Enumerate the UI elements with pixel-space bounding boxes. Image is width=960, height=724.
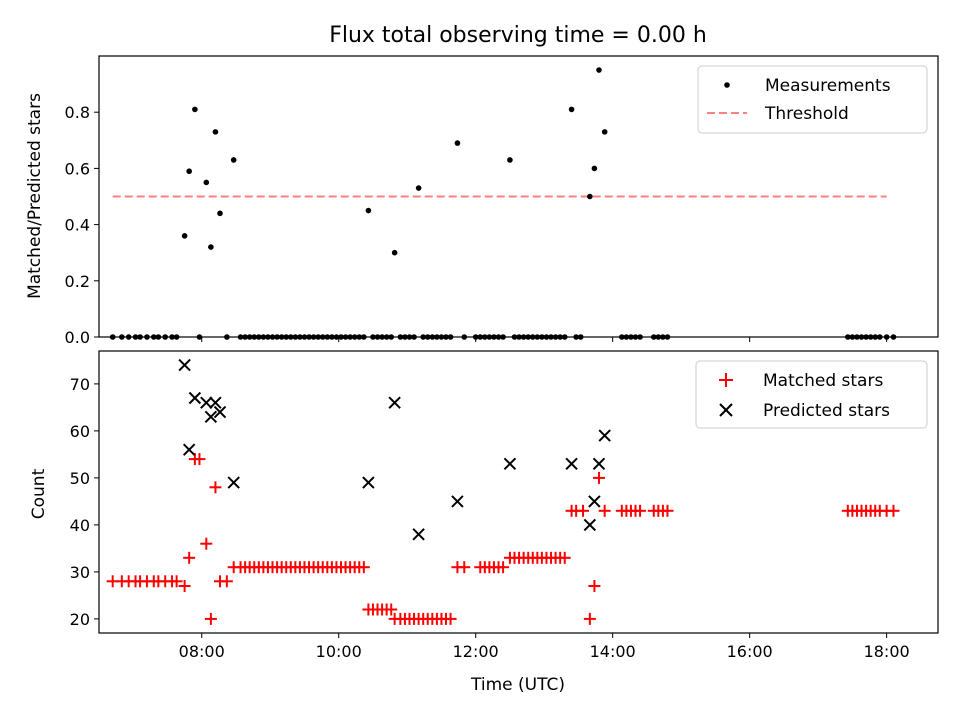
legend-label-threshold: Threshold	[764, 104, 849, 124]
matched-star-point	[200, 537, 213, 550]
measurement-point	[601, 129, 608, 135]
bottom-xtick-label: 08:00	[179, 642, 225, 661]
bottom-legend: Matched stars Predicted stars	[695, 360, 928, 429]
bottom-ytick-label: 50	[70, 469, 90, 488]
legend-label-matched: Matched stars	[763, 371, 883, 391]
predicted-star-point	[565, 457, 578, 471]
top-legend: Measurements Threshold	[697, 65, 928, 134]
matched-star-point	[204, 612, 217, 625]
bottom-xtick-label: 12:00	[453, 642, 499, 661]
bottom-legend-box	[695, 360, 928, 429]
bottom-ytick-label: 30	[70, 563, 90, 582]
top-plot-area	[109, 67, 897, 340]
predicted-star-point	[182, 443, 196, 456]
matched-star-point	[592, 471, 605, 484]
top-ytick-label: 0.0	[65, 328, 90, 347]
predicted-star-point	[592, 457, 606, 471]
measurement-point	[217, 210, 223, 217]
bottom-xtick-label: 14:00	[590, 642, 636, 661]
predicted-star-point	[200, 396, 213, 409]
predicted-star-point	[503, 457, 517, 471]
matched-star-point	[887, 504, 900, 517]
matched-star-point	[661, 504, 674, 517]
measurement-point	[365, 207, 372, 214]
measurement-point	[507, 157, 513, 163]
bottom-ytick-label: 40	[70, 516, 90, 535]
matched-star-point	[220, 575, 233, 588]
predicted-star-point	[227, 476, 240, 489]
matched-star-point	[178, 580, 191, 592]
top-ytick-label: 0.2	[65, 272, 90, 291]
measurement-point	[587, 193, 593, 200]
matched-star-point	[183, 551, 196, 564]
matched-star-point	[634, 504, 647, 517]
measurement-point	[454, 140, 461, 146]
predicted-star-point	[188, 391, 202, 405]
matched-star-point	[458, 561, 471, 574]
bottom-axes: Count Time (UTC) Matched stars Predicted…	[29, 350, 939, 695]
measurement-point	[596, 67, 602, 73]
matched-star-point	[357, 561, 370, 574]
top-axes-frame	[98, 55, 939, 338]
bottom-ytick-label: 60	[70, 422, 90, 441]
measurement-point	[568, 106, 575, 113]
top-legend-box	[697, 65, 928, 134]
legend-label-measurements: Measurements	[765, 76, 891, 96]
measurement-point	[591, 165, 598, 172]
predicted-star-point	[451, 495, 464, 508]
bottom-xtick-label: 18:00	[864, 642, 910, 661]
predicted-star-point	[598, 429, 611, 442]
legend-marker-predicted	[719, 403, 733, 417]
measurement-point	[230, 157, 237, 163]
measurement-point	[415, 185, 422, 191]
bottom-axes-frame	[98, 350, 939, 634]
matched-star-point	[558, 551, 571, 564]
matched-star-point	[385, 603, 398, 616]
matched-star-point	[209, 481, 222, 494]
top-ylabel: Matched/Predicted stars	[25, 93, 45, 299]
predicted-star-point	[178, 358, 191, 372]
legend-marker-measurements	[724, 82, 730, 88]
bottom-ytick-label: 70	[70, 375, 90, 394]
measurement-point	[208, 244, 214, 250]
predicted-star-point	[588, 495, 601, 508]
measurement-point	[186, 168, 192, 175]
bottom-ytick-label: 20	[70, 610, 90, 629]
matched-star-point	[598, 504, 611, 517]
bottom-xtick-label: 10:00	[316, 642, 362, 661]
matched-star-point	[583, 612, 596, 625]
bottom-xlabel: Time (UTC)	[470, 675, 565, 695]
top-ytick-label: 0.8	[65, 103, 90, 122]
matched-star-point	[170, 575, 183, 588]
bottom-ylabel: Count	[29, 468, 49, 519]
figure-title: Flux total observing time = 0.00 h	[329, 23, 707, 48]
legend-marker-matched	[719, 373, 733, 387]
predicted-star-point	[412, 528, 425, 541]
matched-star-point	[576, 504, 589, 517]
predicted-star-point	[388, 396, 401, 409]
bottom-plot-area	[106, 358, 900, 625]
predicted-star-point	[583, 518, 597, 532]
predicted-star-point	[209, 396, 222, 409]
predicted-star-point	[362, 476, 375, 489]
matched-star-point	[588, 580, 601, 592]
matched-star-point	[444, 612, 457, 625]
bottom-xtick-label: 16:00	[727, 642, 773, 661]
measurement-point	[391, 249, 398, 256]
measurement-point	[192, 106, 198, 113]
top-axes: Matched/Predicted stars Measurements Thr…	[25, 55, 939, 347]
predicted-star-point	[204, 410, 218, 424]
legend-label-predicted: Predicted stars	[763, 401, 890, 421]
matched-star-point	[193, 453, 206, 466]
measurement-point	[181, 233, 188, 239]
top-ytick-label: 0.6	[65, 159, 90, 178]
measurement-point	[212, 129, 219, 135]
matched-star-point	[497, 561, 510, 574]
top-ytick-label: 0.4	[65, 216, 90, 235]
predicted-star-point	[213, 405, 227, 419]
measurement-point	[203, 179, 210, 186]
